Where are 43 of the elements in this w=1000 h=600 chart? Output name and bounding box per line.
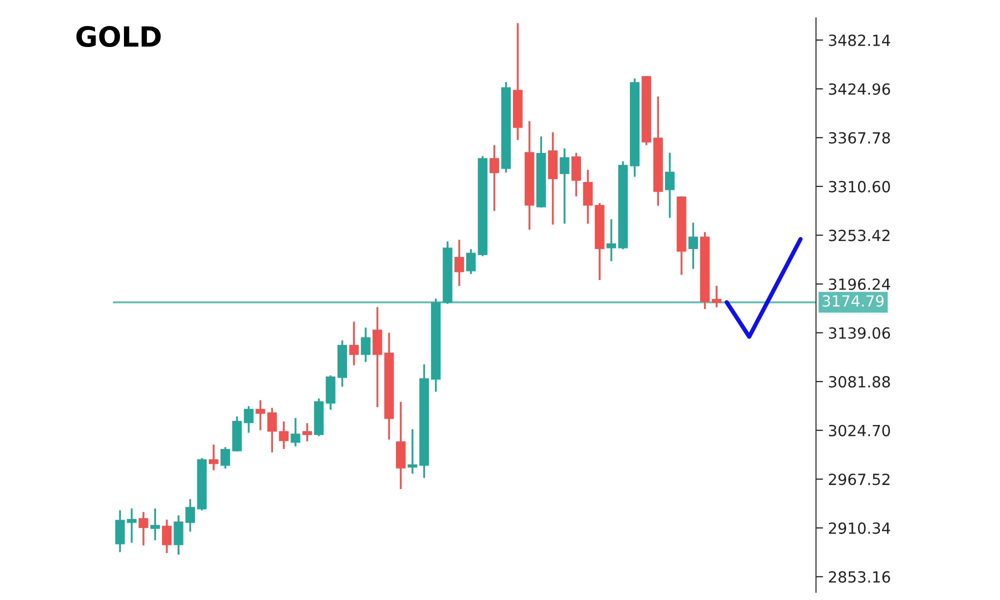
candlestick [256, 400, 266, 430]
candlestick [115, 510, 125, 552]
candlestick [454, 240, 464, 286]
candlestick [267, 408, 277, 452]
y-tick-label: 3253.42 [828, 230, 890, 242]
candlestick [290, 418, 300, 446]
candlestick [162, 520, 172, 554]
y-tick-label: 3081.88 [828, 376, 890, 388]
candlestick [571, 152, 581, 196]
y-tick-label: 2853.16 [828, 571, 890, 583]
candlestick [372, 307, 382, 408]
y-tick-label: 3310.60 [828, 180, 890, 192]
candlestick [664, 152, 675, 218]
candlestick [688, 222, 698, 269]
candlestick [278, 422, 289, 449]
candlestick [560, 148, 570, 224]
y-tick-label: 3367.78 [828, 132, 890, 144]
candlestick [244, 406, 254, 433]
candlestick [606, 219, 616, 262]
y-tick-label: 3024.70 [828, 424, 890, 436]
y-tick-label: 3482.14 [828, 34, 890, 46]
candlestick [302, 423, 312, 442]
candlestick [174, 515, 184, 555]
y-tick-label: 3139.06 [828, 327, 890, 339]
y-tick-label: 2910.34 [828, 522, 890, 534]
chart-title: GOLD [76, 26, 161, 48]
candlestick [220, 447, 230, 469]
y-tick-label: 3196.24 [828, 278, 890, 290]
candlestick [349, 322, 359, 366]
candlestick [150, 508, 160, 540]
candlestick [185, 499, 195, 532]
candlestick [583, 170, 593, 224]
y-tick-label: 2967.52 [828, 474, 890, 486]
ref-line-label: 3174.79 [822, 295, 884, 307]
candlestick [138, 512, 148, 546]
candlestick [466, 249, 476, 274]
candlestick [490, 145, 500, 211]
candlestick [408, 429, 418, 474]
candlestick [208, 444, 218, 470]
candlestick [712, 286, 722, 308]
candlestick [360, 328, 370, 362]
y-tick-label: 3424.96 [828, 83, 890, 95]
candlestick [126, 508, 137, 543]
